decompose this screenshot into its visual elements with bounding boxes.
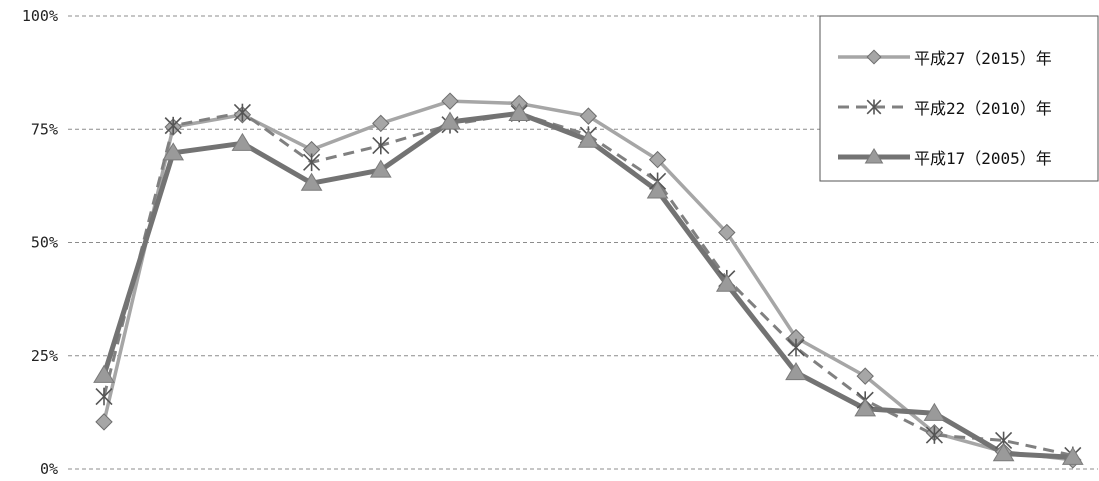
data-point bbox=[300, 172, 323, 191]
legend-entry-2010: 平成22（2010）年 bbox=[838, 99, 1052, 118]
data-point bbox=[372, 114, 390, 133]
data-point bbox=[923, 402, 946, 421]
plot-area bbox=[93, 92, 1084, 469]
data-point bbox=[439, 111, 461, 130]
legend-label-2015: 平成27（2015）年 bbox=[914, 49, 1052, 68]
data-point bbox=[441, 92, 459, 110]
legend-entry-2005: 平成17（2005）年 bbox=[838, 147, 1052, 168]
data-point bbox=[95, 413, 113, 431]
data-point bbox=[718, 223, 736, 242]
data-point bbox=[992, 443, 1015, 462]
data-point bbox=[866, 99, 882, 115]
legend-swatch-2005 bbox=[838, 147, 910, 164]
legend: 平成27（2015）年 平成22（2010）年 平成17（2005）年 bbox=[819, 15, 1099, 182]
legend-swatch-2010 bbox=[838, 99, 910, 115]
data-point bbox=[231, 132, 254, 151]
y-tick-label: 100% bbox=[22, 7, 58, 25]
legend-label-2005: 平成17（2005）年 bbox=[914, 149, 1052, 168]
data-point bbox=[93, 364, 115, 383]
y-axis-ticks: 0% 25% 50% 75% 100% bbox=[22, 7, 58, 478]
y-tick-label: 50% bbox=[31, 234, 58, 252]
data-point bbox=[856, 367, 874, 385]
data-point bbox=[864, 147, 884, 164]
data-point bbox=[854, 398, 877, 417]
legend-box bbox=[819, 15, 1099, 182]
data-point bbox=[648, 150, 667, 169]
y-tick-label: 0% bbox=[40, 460, 58, 478]
y-tick-label: 75% bbox=[31, 120, 58, 138]
data-point bbox=[577, 129, 600, 148]
legend-swatch-2015 bbox=[838, 49, 910, 65]
data-point bbox=[787, 338, 805, 357]
y-tick-label: 25% bbox=[31, 347, 58, 365]
data-point bbox=[785, 362, 807, 381]
legend-label-2010: 平成22（2010）年 bbox=[914, 99, 1052, 118]
data-point bbox=[372, 136, 390, 155]
data-point bbox=[1061, 446, 1084, 465]
legend-entry-2015: 平成27（2015）年 bbox=[838, 49, 1052, 68]
data-point bbox=[233, 103, 251, 122]
data-point bbox=[508, 102, 531, 122]
data-point bbox=[925, 426, 943, 444]
data-point bbox=[866, 49, 882, 65]
data-point bbox=[95, 387, 113, 406]
data-point bbox=[369, 159, 392, 178]
data-point bbox=[715, 273, 738, 292]
data-point bbox=[646, 180, 669, 199]
data-point bbox=[162, 142, 185, 161]
data-point bbox=[303, 153, 321, 172]
data-point bbox=[579, 107, 598, 125]
data-point bbox=[164, 116, 182, 135]
